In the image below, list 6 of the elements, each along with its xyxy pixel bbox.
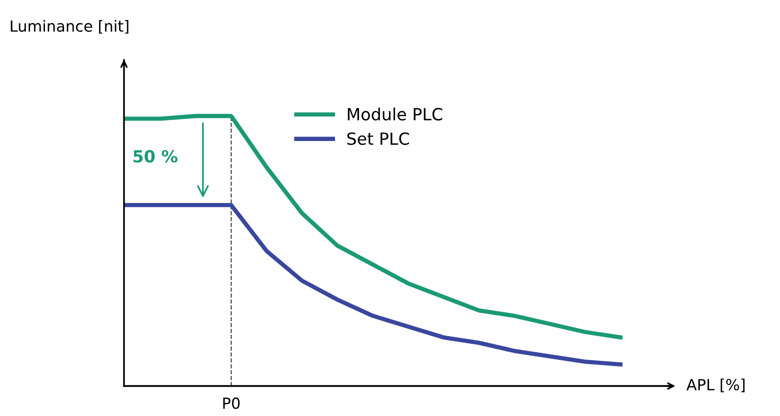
- legend-label: Module PLC: [348, 108, 442, 120]
- text: P0: [223, 397, 240, 409]
- text: Luminance [nit]: [10, 20, 128, 34]
- x-axis-title: APL [%]: [686, 378, 745, 392]
- annotation: 50 %: [134, 150, 178, 163]
- legend-label: Set PLC: [347, 132, 409, 145]
